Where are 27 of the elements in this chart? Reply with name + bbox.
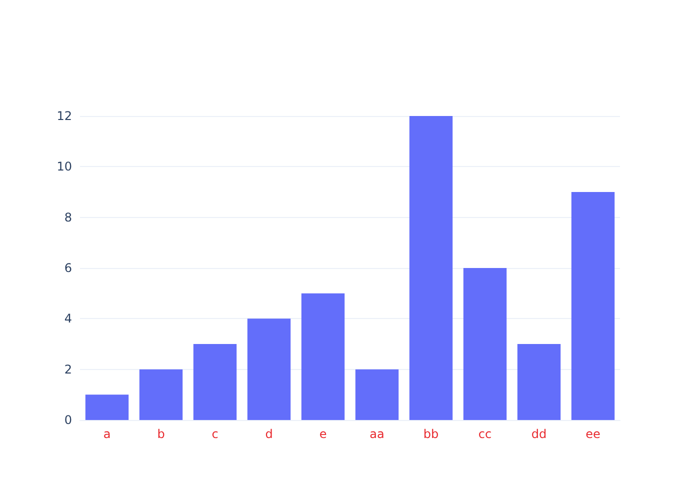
bar [355,369,399,420]
x-tick-label: a [103,427,111,441]
bar [517,344,561,420]
bar [301,293,345,420]
x-tick-label: aa [370,427,384,441]
y-tick-label: 0 [64,413,72,427]
y-tick-label: 4 [64,312,72,326]
y-tick-label: 2 [64,362,72,376]
x-tick-label: cc [478,427,492,441]
x-tick-label: e [319,427,327,441]
y-tick-label: 12 [56,109,72,123]
bar [193,344,237,420]
x-tick-label: bb [423,427,439,441]
x-tick-label: dd [531,427,547,441]
bar [85,394,129,420]
bar [139,369,183,420]
y-tick-label: 10 [56,160,72,174]
y-tick-label: 6 [64,261,72,275]
bar [409,116,453,420]
x-tick-label: ee [586,427,600,441]
x-tick-label: b [157,427,165,441]
bar [571,192,615,420]
bar [247,318,291,420]
x-tick-label: c [212,427,218,441]
y-tick-label: 8 [64,210,72,224]
bar [463,268,507,420]
x-tick-label: d [265,427,273,441]
